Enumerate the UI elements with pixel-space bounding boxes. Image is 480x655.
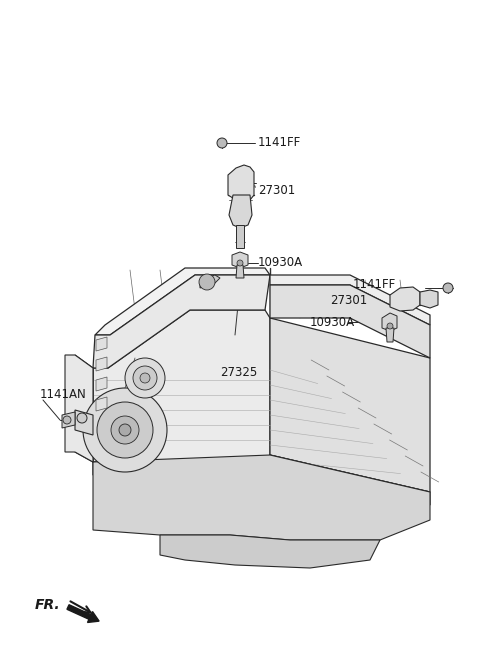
Polygon shape bbox=[228, 165, 254, 202]
FancyArrow shape bbox=[67, 605, 99, 622]
Text: 27325: 27325 bbox=[220, 365, 257, 379]
Text: 10930A: 10930A bbox=[258, 257, 303, 269]
Text: 1141FF: 1141FF bbox=[353, 278, 396, 291]
Circle shape bbox=[140, 373, 150, 383]
Polygon shape bbox=[96, 377, 107, 391]
Polygon shape bbox=[62, 412, 75, 428]
Text: 1141AN: 1141AN bbox=[40, 388, 87, 402]
Polygon shape bbox=[75, 355, 93, 462]
Text: 1141FF: 1141FF bbox=[258, 136, 301, 149]
Circle shape bbox=[387, 323, 393, 329]
Circle shape bbox=[119, 424, 131, 436]
Polygon shape bbox=[96, 337, 107, 351]
Polygon shape bbox=[75, 410, 93, 435]
Polygon shape bbox=[420, 290, 438, 308]
Text: FR.: FR. bbox=[35, 598, 60, 612]
Polygon shape bbox=[236, 225, 244, 248]
Polygon shape bbox=[270, 318, 430, 492]
Polygon shape bbox=[93, 275, 270, 368]
Polygon shape bbox=[96, 357, 107, 371]
Polygon shape bbox=[232, 252, 248, 268]
Circle shape bbox=[133, 366, 157, 390]
Polygon shape bbox=[229, 195, 252, 228]
Polygon shape bbox=[96, 397, 107, 411]
Circle shape bbox=[111, 416, 139, 444]
Polygon shape bbox=[386, 328, 394, 342]
Polygon shape bbox=[200, 275, 220, 288]
Circle shape bbox=[77, 413, 87, 423]
Polygon shape bbox=[65, 355, 93, 462]
Polygon shape bbox=[390, 287, 420, 311]
Polygon shape bbox=[382, 313, 397, 331]
Circle shape bbox=[97, 402, 153, 458]
Circle shape bbox=[217, 138, 227, 148]
Polygon shape bbox=[160, 535, 380, 568]
Circle shape bbox=[83, 388, 167, 472]
Text: 27301: 27301 bbox=[258, 183, 295, 196]
Circle shape bbox=[199, 274, 215, 290]
Circle shape bbox=[125, 358, 165, 398]
Polygon shape bbox=[270, 275, 430, 325]
Polygon shape bbox=[93, 310, 270, 462]
Polygon shape bbox=[270, 285, 430, 358]
Polygon shape bbox=[95, 268, 270, 335]
Circle shape bbox=[443, 283, 453, 293]
Polygon shape bbox=[93, 455, 430, 540]
Circle shape bbox=[237, 260, 243, 266]
Polygon shape bbox=[93, 455, 430, 505]
Polygon shape bbox=[236, 265, 244, 278]
Text: 27301: 27301 bbox=[330, 293, 367, 307]
Circle shape bbox=[63, 416, 71, 424]
Text: 10930A: 10930A bbox=[310, 316, 355, 329]
